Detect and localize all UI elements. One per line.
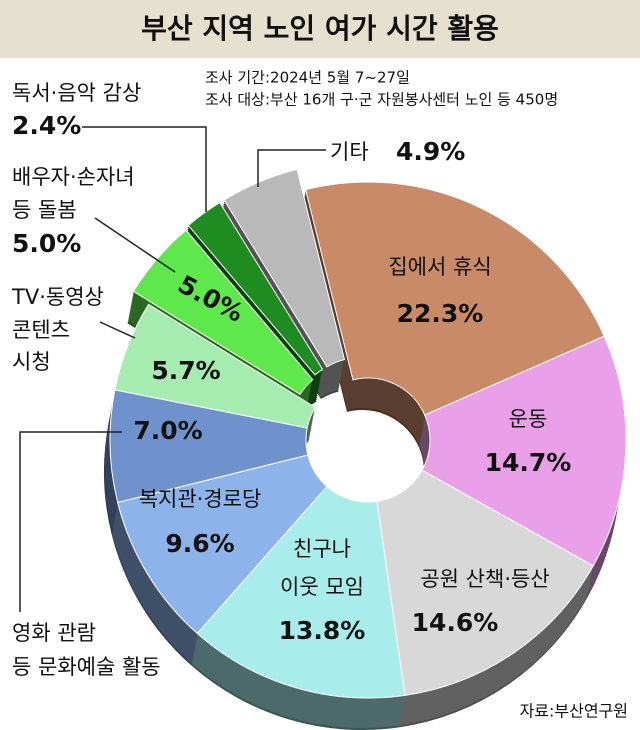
category-label: 운동 [509,407,548,431]
category-label: 배우자·손자녀 [12,165,135,189]
value-label: 5.7% [151,356,220,385]
value-label: 5.0% [12,229,81,258]
category-label: 콘텐츠 [12,318,70,342]
value-label: 14.6% [412,608,499,637]
leader-line [257,149,326,187]
value-label: 22.3% [397,299,484,328]
source: 자료:부산연구원 [520,702,628,721]
category-label: 시청 [12,350,51,374]
value-label: 9.6% [165,529,234,558]
wedge [223,168,346,368]
wedge [187,201,324,376]
note: 조사 기간:2024년 5월 7~27일 [205,69,410,87]
wedge [376,469,594,696]
wedge [196,485,406,699]
category-label: 공원 산책·등산 [420,567,549,591]
leader-line [99,321,136,339]
category-label: 이웃 모임 [280,575,364,599]
note: 조사 대상:부산 16개 구·군 자원봉사센터 노인 등 450명 [205,91,558,109]
value-label: 7.0% [133,416,202,445]
wedge [117,454,328,635]
category-label: 영화 관람 [12,621,96,645]
value-label: 4.9% [396,137,465,166]
category-label: 독서·음악 감상 [12,81,141,105]
category-label: 집에서 휴식 [388,255,491,279]
category-label: TV·동영상 [11,285,104,309]
leader-line [19,431,122,612]
category-label: 복지관·경로당 [139,487,262,511]
wedge [114,303,316,429]
category-label: 친구나 [293,537,351,561]
category-label: 등 돌봄 [12,198,77,222]
wedge [304,181,605,416]
value-label: 14.7% [485,448,572,477]
leader-line [82,126,207,212]
category-label: 기타 [330,140,369,164]
value-label: 2.4% [12,111,81,140]
wedge [132,229,314,396]
chart-title: 부산 지역 노인 여가 시간 활용 [141,12,499,45]
value-label: 13.8% [279,616,366,645]
wedge [421,335,627,567]
leader-line [94,217,176,273]
title-bar [0,0,640,58]
pie-tops [109,168,627,699]
category-label: 등 문화예술 활동 [12,655,161,679]
